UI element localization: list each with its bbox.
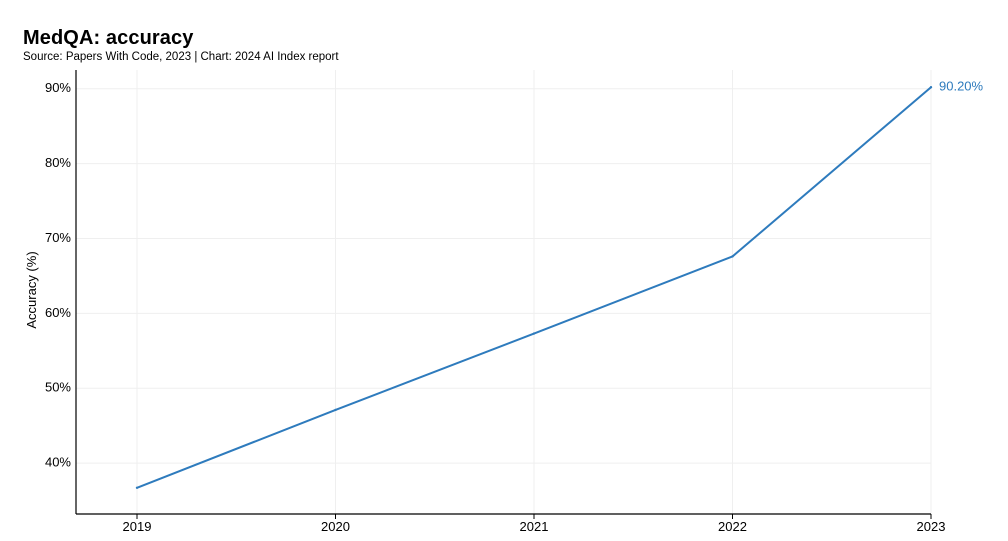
axes <box>75 70 931 515</box>
y-tick-label: 90% <box>45 80 71 95</box>
y-axis-label: Accuracy (%) <box>24 251 39 328</box>
x-tick-label: 2020 <box>321 519 350 534</box>
data-point <box>731 255 734 258</box>
y-tick-label: 40% <box>45 455 71 470</box>
series-group: 90.20% <box>135 79 984 489</box>
x-tick-label: 2021 <box>520 519 549 534</box>
chart-title: MedQA: accuracy <box>23 27 194 49</box>
x-axis-ticks: 2019 2020 2021 2022 2023 <box>123 514 946 534</box>
y-axis-ticks: 40% 50% 60% 70% 80% 90% <box>45 80 71 469</box>
y-tick-label: 70% <box>45 230 71 245</box>
x-tick-label: 2022 <box>718 519 747 534</box>
data-point <box>929 86 933 89</box>
x-tick-label: 2023 <box>917 519 946 534</box>
data-point <box>334 408 337 412</box>
y-tick-label: 50% <box>45 380 71 395</box>
x-tick-label: 2019 <box>123 519 152 534</box>
gridlines <box>76 70 932 514</box>
end-value-label: 90.20% <box>939 79 984 94</box>
data-point <box>135 486 139 489</box>
chart-subtitle: Source: Papers With Code, 2023 | Chart: … <box>23 51 339 63</box>
y-tick-label: 80% <box>45 155 71 170</box>
data-point <box>532 332 536 335</box>
y-tick-label: 60% <box>45 305 71 320</box>
